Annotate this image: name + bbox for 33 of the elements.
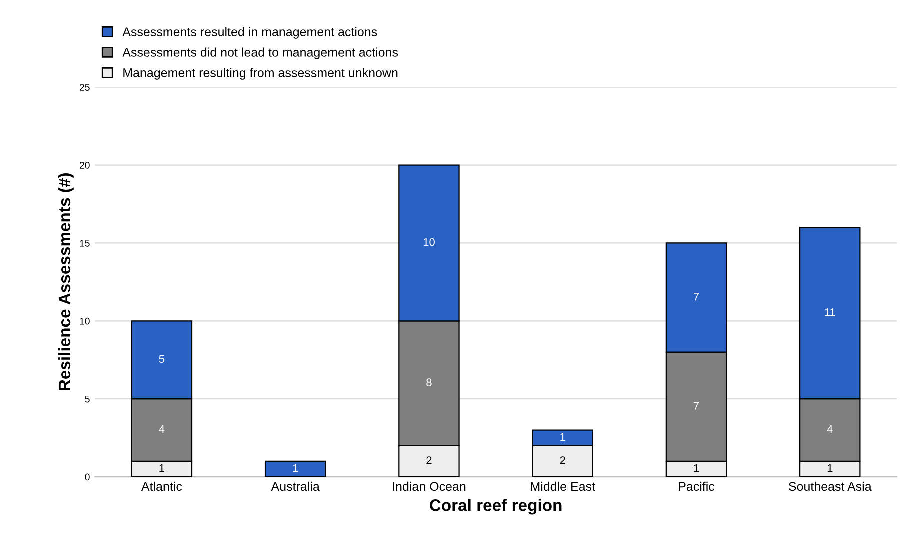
x-tick-label: Pacific — [679, 482, 715, 492]
data-label: 7 — [694, 293, 700, 301]
y-tick-label: 20 — [80, 162, 90, 169]
x-tick-label: Atlantic — [141, 482, 182, 492]
legend-label: Management resulting from assessment unknown — [124, 68, 398, 80]
x-tick-label: Indian Ocean — [393, 482, 466, 492]
data-label: 7 — [694, 402, 700, 410]
data-label: 11 — [825, 308, 836, 316]
legend-label: Assessments did not lead to management actions — [122, 48, 398, 60]
data-label: 1 — [828, 464, 833, 472]
data-label: 4 — [159, 426, 165, 434]
data-label: 1 — [293, 464, 298, 472]
y-tick-label: 0 — [85, 474, 90, 481]
data-label: 8 — [426, 378, 432, 386]
data-label: 2 — [560, 456, 566, 464]
x-tick-label: Southeast Asia — [788, 482, 872, 492]
data-label: 5 — [159, 355, 165, 364]
y-axis-title: Resilience Assessments (#) — [58, 174, 74, 391]
data-label: 2 — [426, 456, 432, 464]
data-label: 10 — [424, 238, 435, 246]
x-tick-label: Australia — [271, 482, 320, 492]
y-tick-label: 25 — [80, 84, 90, 91]
legend-label: Assessments resulted in management actions — [122, 27, 378, 39]
x-tick-label: Middle East — [531, 482, 596, 492]
data-label: 4 — [827, 426, 833, 434]
y-tick-label: 5 — [85, 396, 90, 403]
y-tick-label: 15 — [80, 240, 90, 247]
y-tick-label: 10 — [80, 318, 90, 325]
data-label: 1 — [560, 433, 566, 441]
data-label: 1 — [160, 464, 164, 472]
data-label: 1 — [694, 464, 700, 472]
x-axis-title: Coral reef region — [430, 499, 562, 515]
bar — [264, 460, 326, 478]
